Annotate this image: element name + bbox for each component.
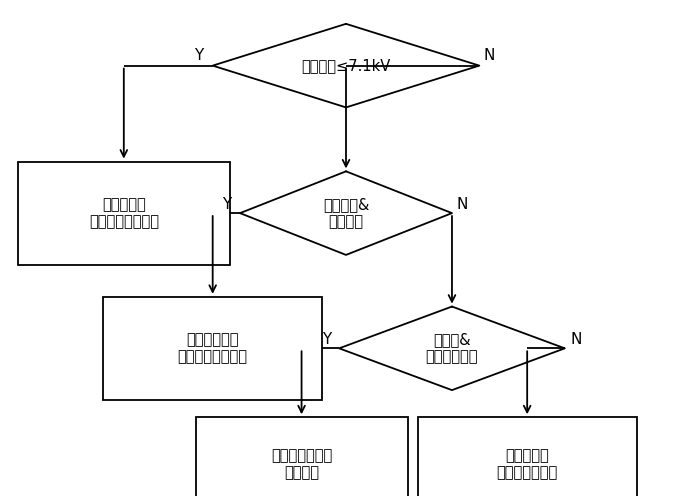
Bar: [418, 417, 637, 500]
Text: Y: Y: [221, 197, 231, 212]
Text: 带电抗器的
起动和同期结构图: 带电抗器的 起动和同期结构图: [89, 197, 158, 230]
Text: 带旁路的起动和
同期结构: 带旁路的起动和 同期结构: [271, 448, 332, 480]
Text: 惯性较大&
负载很小: 惯性较大& 负载很小: [322, 197, 370, 230]
Bar: [18, 162, 230, 265]
Text: Y: Y: [322, 332, 331, 347]
Text: N: N: [484, 48, 495, 64]
Text: Y: Y: [194, 48, 203, 64]
Text: 不带旁路的
起动和同期结构: 不带旁路的 起动和同期结构: [497, 448, 558, 480]
Bar: [103, 296, 322, 400]
Text: 系统电压≤7.1kV: 系统电压≤7.1kV: [302, 58, 390, 73]
Text: N: N: [457, 197, 468, 212]
Text: N: N: [570, 332, 581, 347]
Text: 转矩大&
转速要求较低: 转矩大& 转速要求较低: [426, 332, 478, 364]
Text: 不带输出变的
起动和同期结构图: 不带输出变的 起动和同期结构图: [178, 332, 248, 364]
Bar: [196, 417, 408, 500]
